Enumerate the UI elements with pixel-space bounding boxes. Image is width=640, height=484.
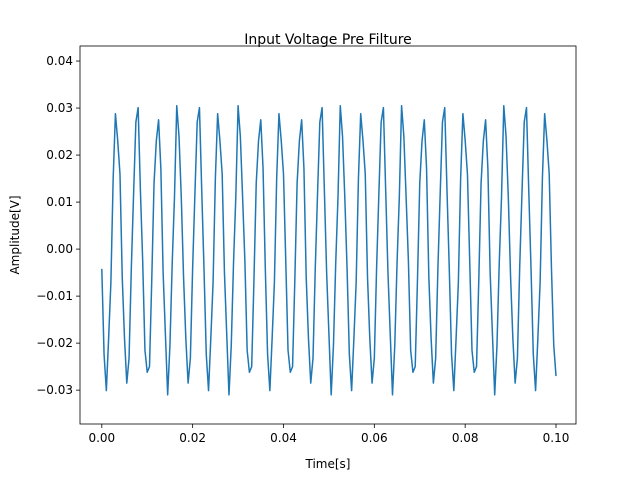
y-tick-label: 0.03 (46, 101, 73, 115)
y-tick-label: 0.04 (46, 54, 73, 68)
x-tick-label: 0.02 (179, 431, 206, 445)
x-axis-label: Time[s] (305, 457, 351, 471)
x-tick-label: 0.04 (270, 431, 297, 445)
plot-frame (79, 45, 577, 425)
y-tick-label: 0.02 (46, 148, 73, 162)
x-tick-label: 0.08 (452, 431, 479, 445)
chart-title: Input Voltage Pre Filture (244, 32, 412, 48)
x-tick-label: 0.00 (88, 431, 115, 445)
y-tick-label: −0.02 (36, 336, 73, 350)
data-line (101, 104, 557, 396)
y-tick-label: 0.01 (46, 195, 73, 209)
y-tick-label: −0.01 (36, 289, 73, 303)
y-tick-label: 0.00 (46, 242, 73, 256)
x-tick-label: 0.06 (361, 431, 388, 445)
y-axis-label: Amplitude[V] (8, 195, 22, 274)
x-tick-label: 0.10 (543, 431, 570, 445)
y-tick-label: −0.03 (36, 383, 73, 397)
